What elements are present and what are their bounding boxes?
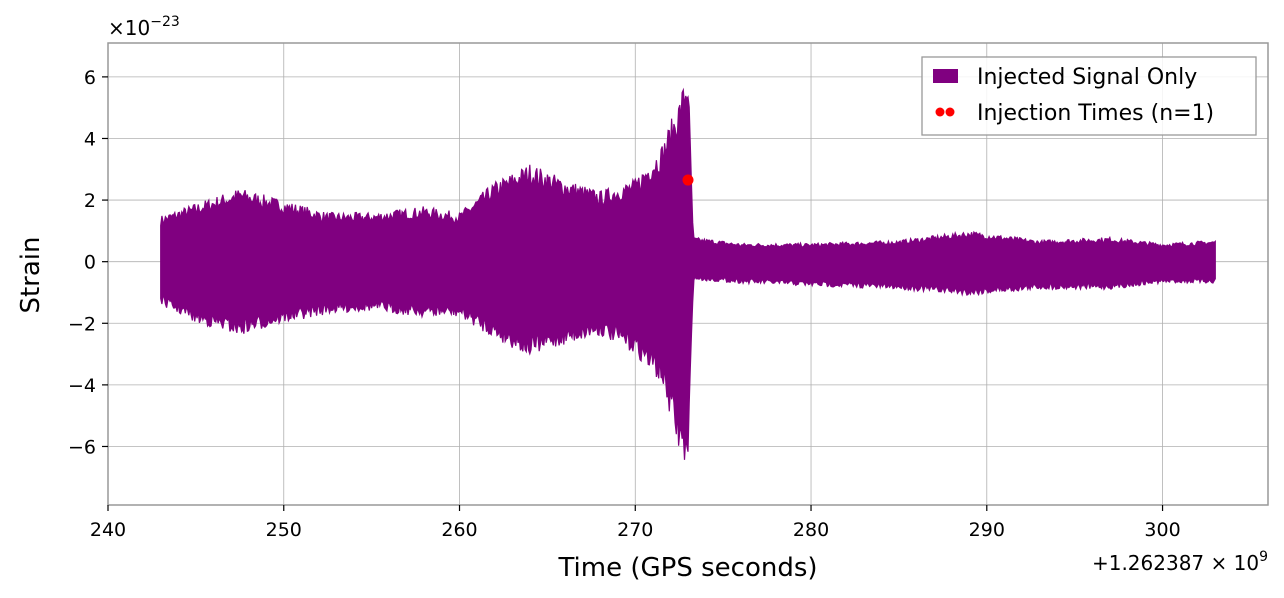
x-tick-label: 270 xyxy=(617,519,653,541)
injection-time-point xyxy=(682,174,694,186)
y-axis-ticks: 6 4 2 0 −2 −4 −6 xyxy=(68,67,108,458)
x-axis-label: Time (GPS seconds) xyxy=(557,553,817,583)
y-scale-label: ×10−23 xyxy=(108,14,180,40)
y-tick-label: 6 xyxy=(84,67,96,89)
y-axis-label: Strain xyxy=(16,236,46,313)
y-tick-label: 0 xyxy=(84,252,96,274)
x-axis-ticks: 240 250 260 270 280 290 300 xyxy=(90,505,1181,541)
legend-marker-injection-a xyxy=(935,107,945,117)
x-tick-label: 260 xyxy=(441,519,477,541)
x-tick-label: 290 xyxy=(969,519,1005,541)
legend-box xyxy=(921,56,1257,136)
x-tick-label: 240 xyxy=(90,519,126,541)
injection-times-series xyxy=(682,174,694,186)
legend-label-signal: Injected Signal Only xyxy=(977,65,1197,90)
injected-signal-series xyxy=(160,87,1216,460)
x-tick-label: 300 xyxy=(1144,519,1180,541)
signal-waveform xyxy=(160,87,1216,460)
plot-frame xyxy=(107,42,1269,506)
y-tick-label: −6 xyxy=(68,436,96,458)
legend-marker-injection-b xyxy=(945,107,955,117)
legend-label-injection: Injection Times (n=1) xyxy=(977,101,1214,126)
x-tick-label: 280 xyxy=(793,519,829,541)
legend-swatch-signal xyxy=(933,69,958,83)
x-tick-label: 250 xyxy=(266,519,302,541)
x-offset-label: +1.262387 × 109 xyxy=(1092,549,1268,575)
y-tick-label: −2 xyxy=(68,313,96,335)
y-tick-label: 2 xyxy=(84,190,96,212)
legend: Injected Signal Only Injection Times (n=… xyxy=(921,56,1257,136)
y-tick-label: −4 xyxy=(68,375,96,397)
y-tick-label: 4 xyxy=(84,128,96,150)
